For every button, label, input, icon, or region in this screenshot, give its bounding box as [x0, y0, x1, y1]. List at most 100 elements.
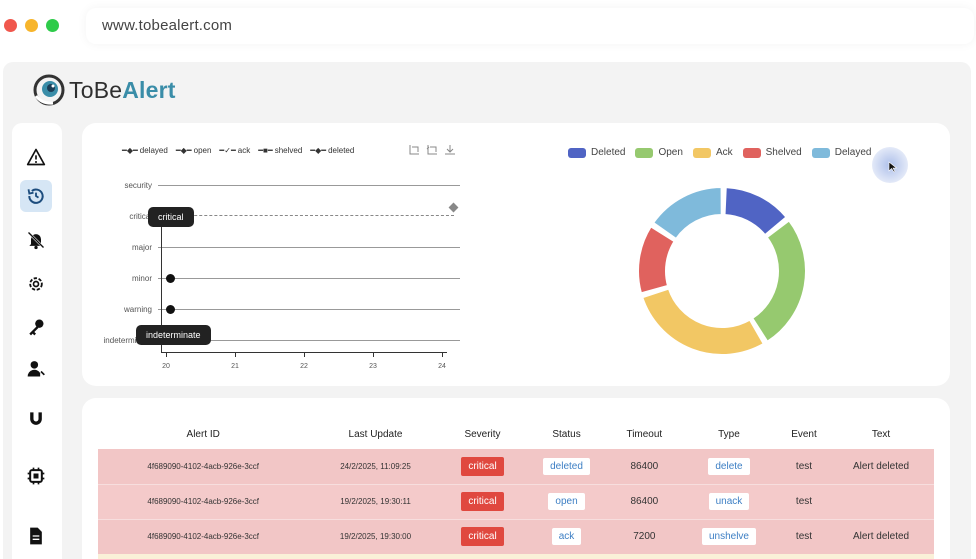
type-badge: unack	[708, 493, 750, 510]
legend-item-ack-status[interactable]: Ack	[692, 147, 733, 158]
address-url: www.tobealert.com	[102, 17, 233, 34]
col-header-text[interactable]: Text	[871, 429, 891, 440]
col-header-last-update[interactable]: Last Update	[348, 429, 403, 440]
legend-item-open-status[interactable]: Open	[635, 147, 683, 158]
legend-item-deleted[interactable]: ━◆━ deleted	[310, 146, 355, 155]
sidebar-item-users[interactable]	[20, 353, 52, 385]
type-badge: unshelve	[701, 528, 756, 546]
tooltip-indeterminate: indeterminate	[136, 325, 211, 345]
sidebar-item-integrations[interactable]	[20, 403, 52, 435]
table-row[interactable]: 4f689090-4102-4acb-926e-3ccf 19/2/2025, …	[98, 518, 934, 554]
address-bar[interactable]: www.tobealert.com	[86, 8, 974, 44]
cell-text: Alert deleted	[828, 449, 934, 484]
cell-severity: critical	[442, 449, 523, 484]
donut-slice-open[interactable]	[751, 219, 807, 343]
legend-label: delayed	[139, 146, 168, 155]
severity-timeline-chart: ━◆━ delayed ━◆━ open ━✓━ ack ━■━ shelved…	[82, 123, 482, 386]
donut-slice-deleted[interactable]	[723, 186, 788, 237]
cell-timeout: 86400	[610, 483, 679, 519]
cell-text	[828, 483, 934, 519]
document-icon	[30, 527, 42, 545]
data-point-minor[interactable]	[166, 274, 175, 283]
app-logo[interactable]: ToBeAlert	[33, 72, 176, 108]
alert-history-card: Alert ID Last Update Severity Status Tim…	[82, 398, 950, 559]
cell-type: unack	[678, 483, 780, 519]
sidebar-item-silenced[interactable]	[20, 224, 52, 256]
app-name-part2: Alert	[122, 76, 176, 103]
cell-alert-id: 4f689090-4102-4acb-926e-3ccf	[98, 449, 309, 484]
minimize-window-button[interactable]	[25, 19, 38, 32]
legend-label: Ack	[715, 147, 733, 158]
legend-label: Shelved	[765, 147, 802, 158]
data-point-warning[interactable]	[166, 305, 175, 314]
alert-history-table: Alert ID Last Update Severity Status Tim…	[98, 424, 934, 559]
x-tick-label: 21	[231, 363, 239, 370]
col-header-alert-id[interactable]: Alert ID	[186, 429, 220, 440]
severity-badge: critical	[461, 456, 504, 476]
cell-last-update: 24/2/2025, 11:09:25	[308, 449, 443, 484]
col-header-status[interactable]: Status	[552, 429, 581, 440]
legend-label: deleted	[328, 146, 355, 155]
legend-label: Open	[658, 147, 683, 158]
zoom-icon[interactable]	[408, 144, 420, 156]
table-row[interactable]: 4f689090-4102-4acb-926e-3ccf 19/2/2025, …	[98, 483, 934, 519]
zoom-reset-icon[interactable]	[426, 144, 438, 156]
eye-logo-icon	[33, 74, 65, 106]
close-window-button[interactable]	[4, 19, 17, 32]
donut-slice-ack[interactable]	[641, 287, 765, 356]
legend-swatch	[811, 147, 830, 158]
legend-item-open[interactable]: ━◆━ open	[175, 146, 212, 155]
donut-legend: Deleted Open Ack Shelved Delayed	[568, 147, 871, 158]
legend-item-shelved-status[interactable]: Shelved	[742, 147, 802, 158]
donut-slice-shelved[interactable]	[637, 225, 676, 295]
sidebar-item-history[interactable]	[20, 180, 52, 212]
legend-label: open	[193, 146, 212, 155]
cell-last-update: 19/2/2025, 19:30:11	[308, 483, 443, 519]
key-icon	[29, 319, 44, 336]
legend-item-shelved[interactable]: ━■━ shelved	[258, 146, 303, 155]
col-header-type[interactable]: Type	[718, 429, 740, 440]
data-point-deleted[interactable]	[448, 202, 459, 213]
col-header-timeout[interactable]: Timeout	[626, 429, 663, 440]
y-label-security: security	[124, 181, 152, 190]
y-label-major: major	[131, 243, 152, 252]
sidebar-item-documents[interactable]	[20, 520, 52, 552]
gridline	[158, 247, 460, 248]
col-header-event[interactable]: Event	[791, 429, 817, 440]
legend-item-deleted-status[interactable]: Deleted	[568, 147, 625, 158]
cell-type: unshelve	[678, 518, 780, 554]
sidebar-item-settings[interactable]	[20, 268, 52, 300]
cell-event: test	[779, 449, 829, 484]
legend-item-ack[interactable]: ━✓━ ack	[219, 146, 251, 155]
x-tick	[373, 352, 374, 357]
cell-text: Alert deleted	[828, 518, 934, 554]
maximize-window-button[interactable]	[46, 19, 59, 32]
table-row[interactable]: 4f689090-4102-4acb-926e-3ccf 24/2/2025, …	[98, 449, 934, 484]
cell-severity: critical	[442, 518, 523, 554]
download-icon[interactable]	[444, 144, 456, 156]
donut-slice-delayed[interactable]	[652, 186, 723, 240]
alert-triangle-icon	[26, 148, 46, 166]
cell-last-update: 19/2/2025, 19:30:00	[308, 518, 443, 554]
x-tick	[166, 352, 167, 357]
cell-status: ack	[522, 518, 611, 554]
x-tick-label: 20	[162, 363, 170, 370]
table-header-row: Alert ID Last Update Severity Status Tim…	[98, 424, 934, 449]
col-header-severity[interactable]: Severity	[464, 429, 501, 440]
cell-alert-id: 4f689090-4102-4acb-926e-3ccf	[98, 518, 309, 554]
y-label-indeterminate: indeterminate	[103, 336, 152, 345]
sidebar-item-alerts[interactable]	[20, 141, 52, 173]
legend-swatch	[635, 147, 654, 158]
sidebar-item-system[interactable]	[20, 460, 52, 492]
x-tick-label: 23	[369, 363, 377, 370]
type-badge: delete	[708, 457, 750, 475]
severity-badge: critical	[461, 527, 504, 547]
legend-label: Delayed	[834, 147, 872, 158]
legend-item-delayed[interactable]: ━◆━ delayed	[122, 146, 168, 155]
charts-card: ━◆━ delayed ━◆━ open ━✓━ ack ━■━ shelved…	[82, 123, 950, 386]
gridline	[158, 309, 460, 310]
y-label-warning: warning	[123, 305, 152, 314]
sidebar-item-keys[interactable]	[20, 311, 52, 343]
x-tick	[304, 352, 305, 357]
legend-item-delayed-status[interactable]: Delayed	[811, 147, 872, 158]
